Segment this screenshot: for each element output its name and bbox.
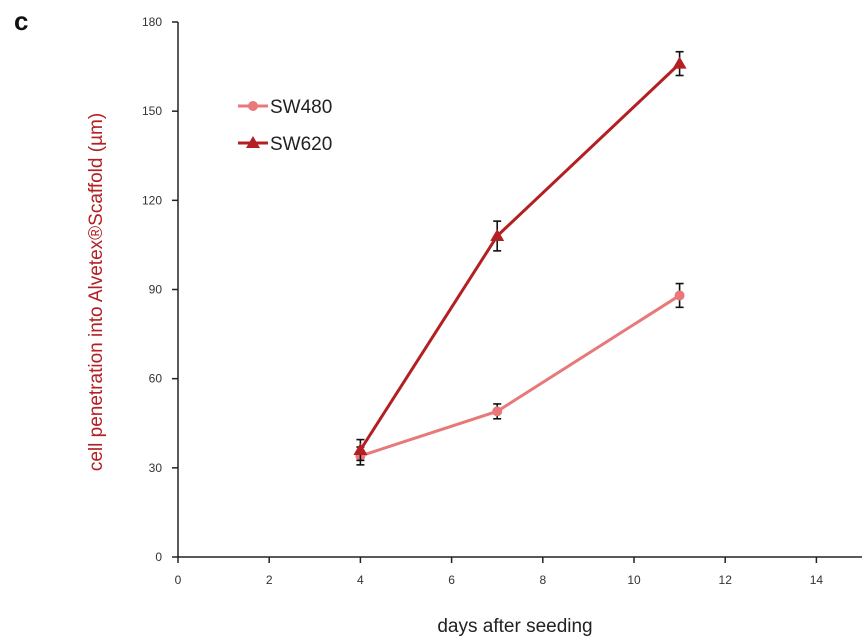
x-tick-label: 4 <box>357 573 364 587</box>
x-tick-label: 10 <box>627 573 641 587</box>
series-line <box>359 62 681 451</box>
x-tick-label: 2 <box>266 573 273 587</box>
series-layer <box>353 50 687 466</box>
data-point <box>353 443 368 455</box>
y-tick-label: 120 <box>142 193 162 207</box>
legend-marker <box>246 136 260 148</box>
legend-marker <box>248 101 258 111</box>
y-tick-label: 90 <box>149 283 163 297</box>
x-axis-label: days after seeding <box>437 616 592 637</box>
y-tick-label: 30 <box>149 461 163 475</box>
data-point <box>672 56 687 69</box>
legend: SW480 SW620 <box>238 97 332 155</box>
data-point <box>492 406 503 417</box>
y-tick-label: 180 <box>142 15 162 29</box>
x-tick-label: 8 <box>539 573 546 587</box>
x-tick-label: 14 <box>810 573 824 587</box>
y-tick-label: 150 <box>142 104 162 118</box>
x-tick-label: 12 <box>719 573 733 587</box>
y-tick-label: 0 <box>155 550 162 564</box>
y-ticks: 0 30 60 90 120 150 180 <box>142 15 178 564</box>
legend-label: SW480 <box>270 97 332 118</box>
x-tick-label: 0 <box>175 573 182 587</box>
y-axis-label: cell penetration into Alvetex®Scaffold (… <box>86 113 107 471</box>
series-sw480 <box>355 282 685 466</box>
series-sw620 <box>353 50 687 462</box>
x-tick-label: 6 <box>448 573 455 587</box>
x-ticks: 0 2 4 6 8 10 12 14 <box>175 557 824 587</box>
data-point <box>674 290 685 301</box>
data-point <box>490 229 505 241</box>
legend-item-sw620: SW620 <box>238 134 332 155</box>
legend-label: SW620 <box>270 134 332 155</box>
y-tick-label: 60 <box>149 372 163 386</box>
legend-item-sw480: SW480 <box>238 97 332 118</box>
panel-label: c <box>14 6 29 36</box>
